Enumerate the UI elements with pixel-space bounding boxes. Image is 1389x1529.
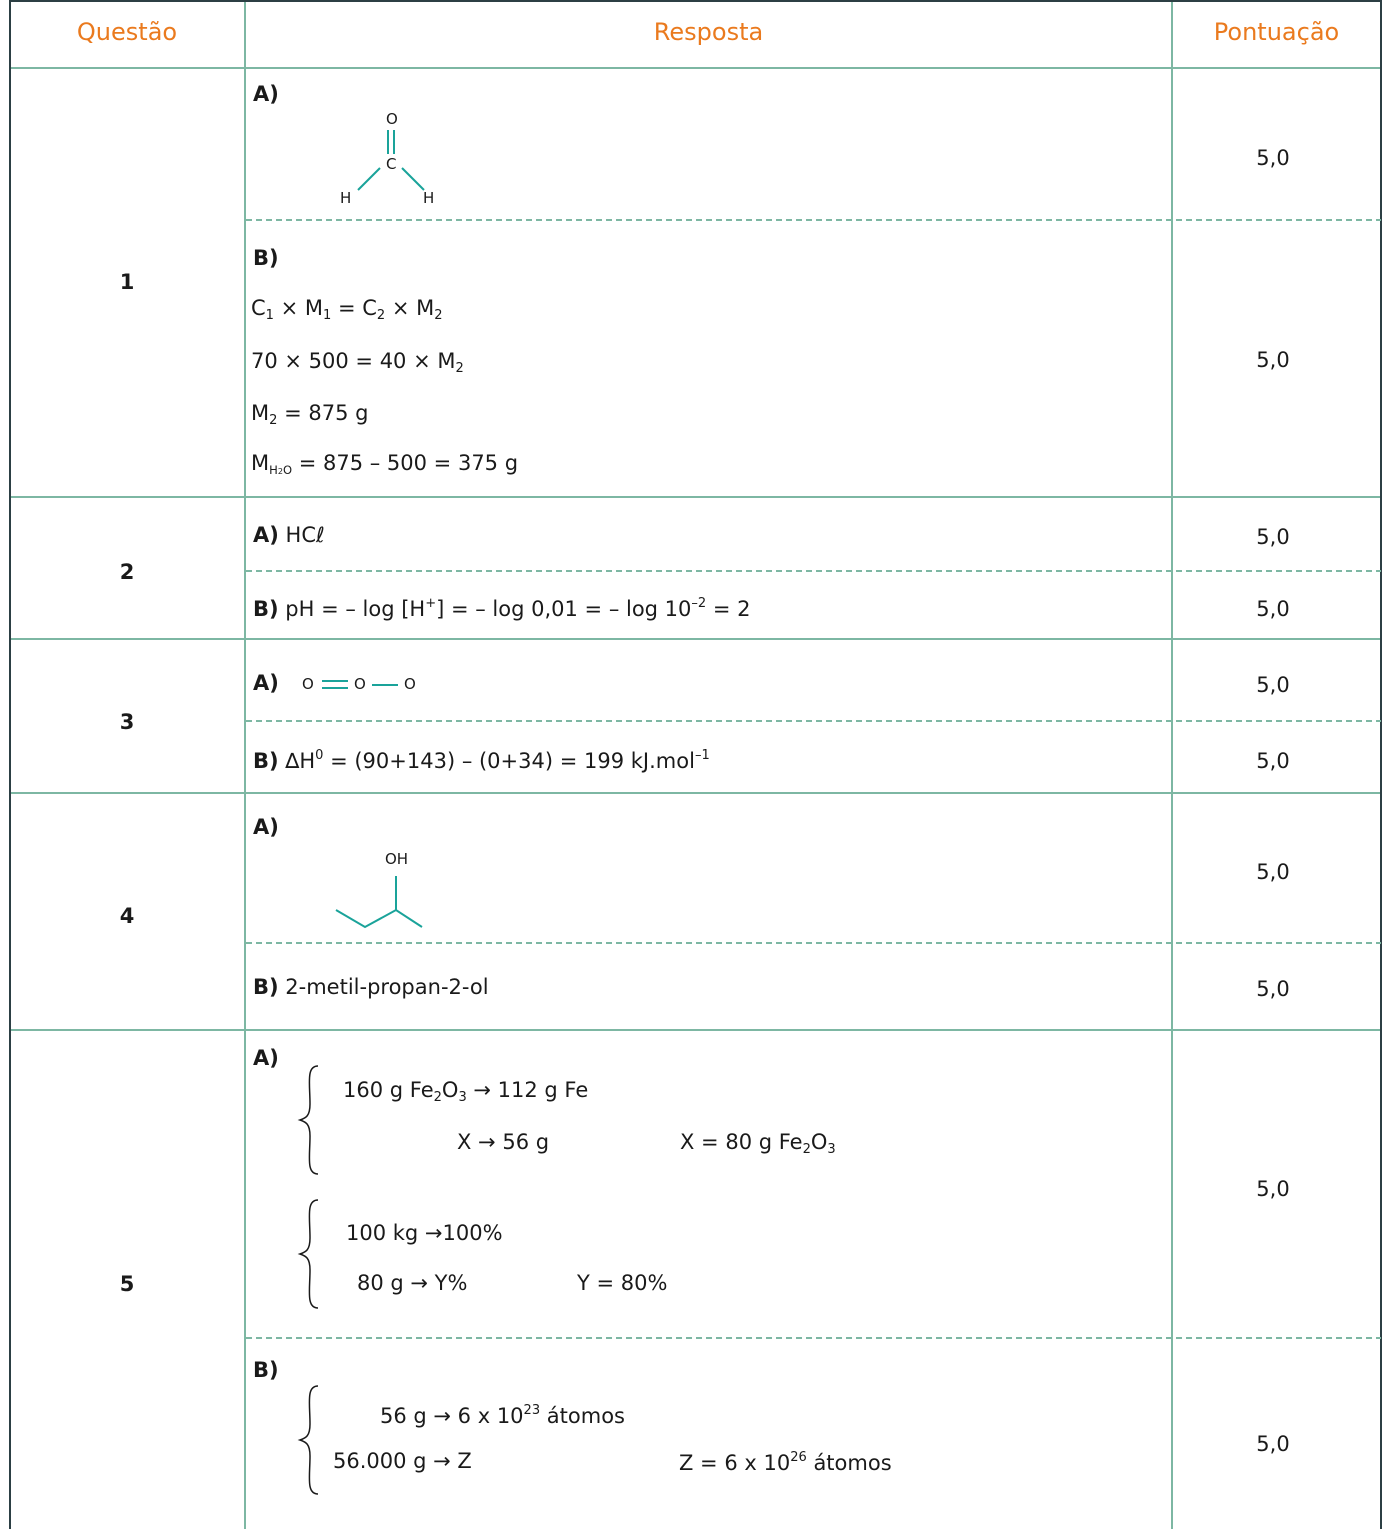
header-pontuacao: Pontuação	[1213, 18, 1340, 46]
header-questao: Questão	[76, 18, 178, 46]
q5-a-line-2-result: X = 80 g Fe2O3	[680, 1130, 836, 1157]
q1-b-equation-2: 70 × 500 = 40 × M2	[251, 349, 464, 376]
q5-b-score: 5,0	[1256, 1432, 1290, 1456]
q3-b-answer: B) ∆H0 = (90+143) – (0+34) = 199 kJ.mol–…	[253, 748, 710, 773]
q1-b-score: 5,0	[1256, 348, 1290, 372]
atom-o2: O	[354, 675, 366, 693]
q1-b-equation-3: M2 = 875 g	[251, 401, 369, 428]
atom-o1: O	[302, 675, 314, 693]
q4-a-score: 5,0	[1256, 860, 1290, 884]
q5-b-line-1: 56 g → 6 x 1023 átomos	[380, 1403, 625, 1428]
atom-c: C	[386, 155, 397, 173]
q3-a-label: A)	[253, 671, 279, 695]
q1-a-label: A)	[253, 82, 279, 106]
q1-b-label: B)	[253, 246, 279, 270]
q2-a-score: 5,0	[1256, 525, 1290, 549]
q4-a-label: A)	[253, 815, 279, 839]
brace-icon	[297, 1385, 319, 1495]
question-number-3: 3	[119, 710, 135, 734]
q5-a-score: 5,0	[1256, 1177, 1290, 1201]
q5-a-line-2: X → 56 g	[457, 1130, 550, 1154]
butanol-skeleton	[335, 876, 423, 929]
q5-b-label: B)	[253, 1358, 279, 1382]
question-number-4: 4	[119, 904, 135, 928]
q1-a-score: 5,0	[1256, 146, 1290, 170]
q5-a-line-4: 80 g → Y%	[357, 1271, 468, 1295]
q2-b-score: 5,0	[1256, 597, 1290, 621]
hydroxyl-label: OH	[385, 850, 409, 868]
q1-b-equation-1: C1 × M1 = C2 × M2	[251, 296, 443, 323]
q5-b-line-2-result: Z = 6 x 1026 átomos	[679, 1450, 892, 1475]
q4-b-answer: B) 2-metil-propan-2-ol	[253, 975, 489, 999]
q4-b-score: 5,0	[1256, 977, 1290, 1001]
question-number-5: 5	[119, 1272, 135, 1296]
ozone-bonds	[322, 680, 398, 689]
question-number-1: 1	[119, 270, 135, 294]
atom-h-left: H	[340, 189, 352, 207]
atom-o: O	[386, 110, 398, 128]
q3-b-score: 5,0	[1256, 749, 1290, 773]
header-resposta: Resposta	[653, 18, 764, 46]
q5-a-line-4-result: Y = 80%	[577, 1271, 668, 1295]
q3-a-score: 5,0	[1256, 673, 1290, 697]
q1-b-equation-4: MH2O = 875 – 500 = 375 g	[251, 451, 519, 477]
brace-icon	[297, 1199, 319, 1309]
q5-a-line-3: 100 kg →100%	[346, 1221, 503, 1245]
q2-b-answer: B) pH = – log [H+] = – log 0,01 = – log …	[253, 596, 751, 621]
q5-a-label: A)	[253, 1046, 279, 1070]
q5-a-line-1: 160 g Fe2O3 → 112 g Fe	[343, 1078, 589, 1105]
q5-b-line-2: 56.000 g → Z	[333, 1449, 472, 1473]
atom-h-right: H	[423, 189, 435, 207]
q2-a-answer: A) HCℓ	[253, 523, 325, 547]
question-number-2: 2	[119, 560, 135, 584]
atom-o3: O	[404, 675, 416, 693]
brace-icon	[297, 1065, 319, 1175]
formaldehyde-bonds	[357, 130, 425, 191]
